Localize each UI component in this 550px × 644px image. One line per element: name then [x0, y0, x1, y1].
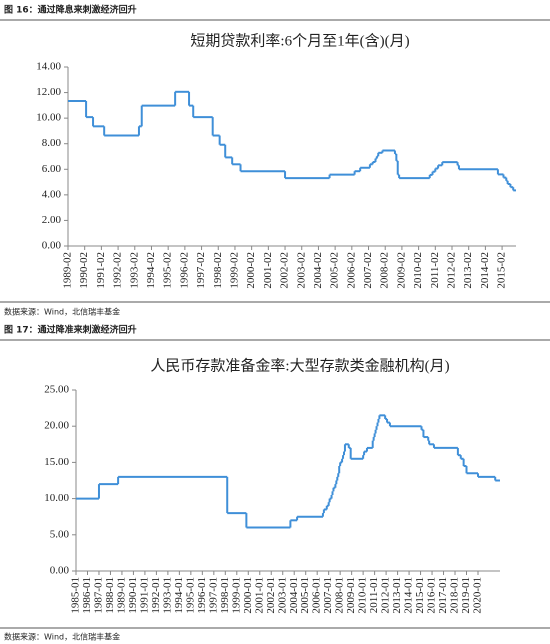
- x-tick-label: 1993-02: [128, 252, 140, 289]
- x-tick-label: 2004-01: [288, 577, 300, 614]
- figure-source: 数据来源：Wind，北信瑞丰基金: [4, 632, 120, 642]
- x-tick-label: 1989-01: [115, 577, 127, 614]
- x-tick-label: 2006-01: [311, 577, 323, 614]
- figure-source: 数据来源：Wind，北信瑞丰基金: [4, 307, 120, 317]
- x-tick-label: 2013-02: [462, 252, 474, 289]
- x-tick-label: 1998-01: [219, 577, 231, 614]
- chart-title: 短期贷款利率:6个月至1年(含)(月): [190, 32, 409, 49]
- x-tick-label: 2002-02: [279, 252, 291, 289]
- x-tick-label: 1998-02: [212, 252, 224, 289]
- x-tick-label: 1992-01: [150, 577, 162, 614]
- y-tick-label: 10.00: [44, 492, 69, 504]
- y-tick-label: 14.00: [36, 61, 61, 73]
- x-tick-label: 2008-01: [334, 577, 346, 614]
- x-tick-label: 1986-01: [81, 577, 93, 614]
- x-tick-label: 1996-02: [178, 252, 190, 289]
- x-tick-label: 2012-02: [446, 252, 458, 289]
- y-tick-label: 0.00: [42, 240, 62, 252]
- y-tick-label: 6.00: [42, 163, 62, 175]
- x-tick-label: 2007-02: [362, 252, 374, 289]
- x-tick-label: 1987-01: [93, 577, 105, 614]
- x-tick-label: 1995-02: [162, 252, 174, 289]
- y-tick-label: 25.00: [44, 384, 69, 396]
- y-tick-label: 8.00: [42, 137, 62, 149]
- x-tick-label: 1991-02: [95, 252, 107, 289]
- y-tick-label: 12.00: [36, 86, 61, 98]
- x-tick-label: 1990-01: [127, 577, 139, 614]
- x-tick-label: 2009-02: [395, 252, 407, 289]
- x-tick-label: 2006-02: [345, 252, 357, 289]
- x-tick-label: 2000-02: [245, 252, 257, 289]
- x-tick-label: 2001-02: [262, 252, 274, 289]
- y-tick-label: 10.00: [36, 112, 61, 124]
- figure-label: 图 17：通过降准来刺激经济回升: [4, 324, 137, 336]
- x-tick-label: 2003-02: [295, 252, 307, 289]
- x-tick-label: 2002-01: [265, 577, 277, 614]
- x-tick-label: 2012-01: [380, 577, 392, 614]
- x-tick-label: 1994-02: [145, 252, 157, 289]
- x-tick-label: 2018-01: [449, 577, 461, 614]
- x-tick-label: 2011-02: [429, 252, 441, 288]
- x-tick-label: 2014-01: [403, 577, 415, 614]
- y-tick-label: 4.00: [42, 188, 62, 200]
- x-tick-label: 1991-01: [138, 577, 150, 614]
- x-tick-label: 2001-01: [253, 577, 265, 614]
- x-tick-label: 1996-01: [196, 577, 208, 614]
- x-tick-label: 2019-01: [460, 577, 472, 614]
- x-tick-label: 2011-01: [368, 577, 380, 613]
- x-tick-label: 1999-02: [228, 252, 240, 289]
- x-tick-label: 2005-02: [329, 252, 341, 289]
- x-tick-label: 2016-01: [426, 577, 438, 614]
- x-tick-label: 2009-01: [345, 577, 357, 614]
- x-tick-label: 1997-01: [207, 577, 219, 614]
- x-tick-label: 1994-01: [173, 577, 185, 614]
- x-tick-label: 1989-02: [62, 252, 74, 289]
- x-tick-label: 2000-01: [242, 577, 254, 614]
- x-tick-label: 2015-02: [496, 252, 508, 289]
- x-tick-label: 2010-01: [357, 577, 369, 614]
- x-tick-label: 2005-01: [299, 577, 311, 614]
- x-tick-label: 1999-01: [230, 577, 242, 614]
- x-tick-label: 2007-01: [322, 577, 334, 614]
- x-tick-label: 1993-01: [161, 577, 173, 614]
- x-tick-label: 1990-02: [78, 252, 90, 289]
- y-tick-label: 15.00: [44, 456, 69, 468]
- x-tick-label: 2014-02: [479, 252, 491, 289]
- y-tick-label: 20.00: [44, 420, 69, 432]
- x-tick-label: 2020-01: [472, 577, 484, 614]
- x-tick-label: 1988-01: [104, 577, 116, 614]
- x-tick-label: 2017-01: [437, 577, 449, 614]
- y-tick-label: 5.00: [50, 528, 70, 540]
- x-tick-label: 2015-01: [414, 577, 426, 614]
- y-tick-label: 2.00: [42, 214, 62, 226]
- x-tick-label: 1997-02: [195, 252, 207, 289]
- x-tick-label: 2003-01: [276, 577, 288, 614]
- chart-title: 人民币存款准备金率:大型存款类金融机构(月): [150, 357, 449, 374]
- x-tick-label: 1995-01: [184, 577, 196, 614]
- y-tick-label: 0.00: [50, 565, 70, 577]
- x-tick-label: 2008-02: [379, 252, 391, 289]
- x-tick-label: 2010-02: [412, 252, 424, 289]
- x-tick-label: 2013-01: [391, 577, 403, 614]
- figure-label: 图 16：通过降息来刺激经济回升: [4, 4, 137, 16]
- x-tick-label: 1985-01: [70, 577, 82, 614]
- x-tick-label: 2004-02: [312, 252, 324, 289]
- x-tick-label: 1992-02: [112, 252, 124, 289]
